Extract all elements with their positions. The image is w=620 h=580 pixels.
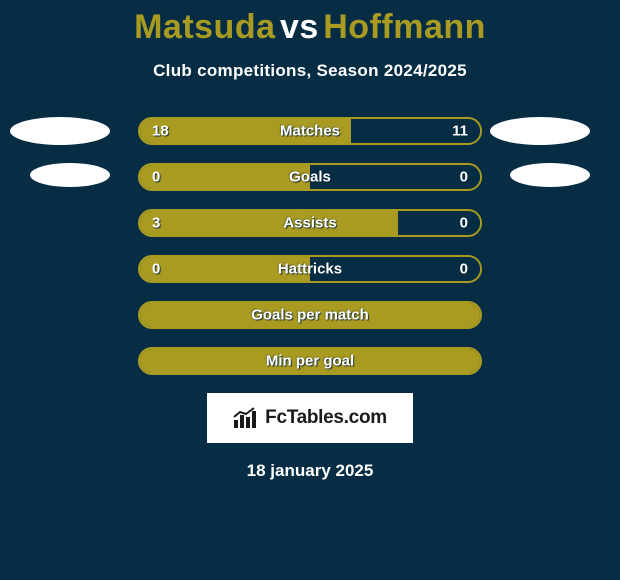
date-text: 18 january 2025 bbox=[0, 461, 620, 481]
avatar-oval bbox=[10, 117, 110, 145]
stat-bar: Assists 3 0 bbox=[138, 209, 482, 237]
bar-label: Min per goal bbox=[266, 353, 354, 370]
avatar-oval bbox=[30, 163, 110, 187]
bar-label: Goals bbox=[289, 169, 331, 186]
chart-icon bbox=[233, 407, 259, 429]
player1-name: Matsuda bbox=[134, 8, 275, 46]
bar-value-left: 0 bbox=[152, 261, 160, 278]
stat-bar: Goals 0 0 bbox=[138, 163, 482, 191]
bars-container: Matches1811Goals00Assists30Hattricks00Go… bbox=[0, 117, 620, 375]
bar-left-fill bbox=[140, 211, 398, 235]
bar-label: Matches bbox=[280, 123, 340, 140]
bar-label: Assists bbox=[283, 215, 336, 232]
bar-value-left: 3 bbox=[152, 215, 160, 232]
bar-value-right: 0 bbox=[460, 169, 468, 186]
avatar-oval bbox=[490, 117, 590, 145]
logo-text: FcTables.com bbox=[265, 407, 387, 429]
stats-area: Matches1811Goals00Assists30Hattricks00Go… bbox=[0, 117, 620, 375]
bar-value-left: 18 bbox=[152, 123, 169, 140]
bar-label: Hattricks bbox=[278, 261, 342, 278]
stat-bar: Matches 18 11 bbox=[138, 117, 482, 145]
bar-value-right: 11 bbox=[452, 123, 468, 140]
subtitle: Club competitions, Season 2024/2025 bbox=[0, 61, 620, 81]
bar-left-fill bbox=[140, 165, 310, 189]
vs-text: vs bbox=[280, 8, 319, 46]
stat-bar: Goals per match bbox=[138, 301, 482, 329]
bar-value-right: 0 bbox=[460, 215, 468, 232]
bar-right-fill bbox=[310, 165, 480, 189]
bar-label: Goals per match bbox=[251, 307, 369, 324]
player2-name: Hoffmann bbox=[323, 8, 486, 46]
stat-bar: Min per goal bbox=[138, 347, 482, 375]
stat-bar: Hattricks 0 0 bbox=[138, 255, 482, 283]
title-row: Matsuda vs Hoffmann bbox=[0, 0, 620, 47]
fctables-logo: FcTables.com bbox=[207, 393, 413, 443]
bar-value-left: 0 bbox=[152, 169, 160, 186]
bar-value-right: 0 bbox=[460, 261, 468, 278]
avatar-oval bbox=[510, 163, 590, 187]
